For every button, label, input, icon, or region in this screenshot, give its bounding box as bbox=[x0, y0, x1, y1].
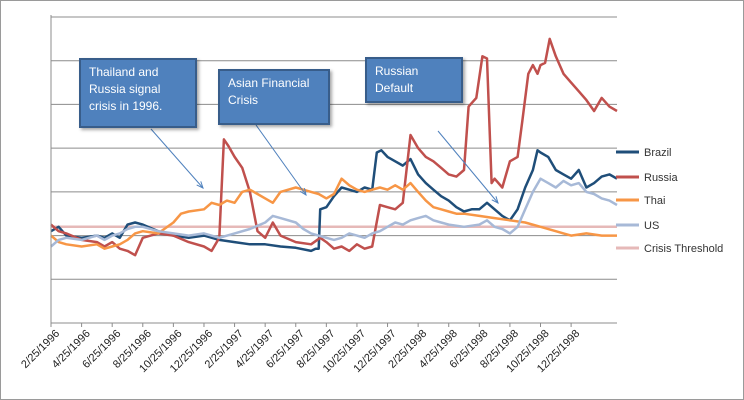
series-line-russia bbox=[50, 37, 618, 257]
callout-asian-financial-crisis: Asian Financial Crisis bbox=[218, 69, 330, 125]
callout-arrows bbox=[150, 124, 499, 204]
callout-line: crisis in 1996. bbox=[89, 99, 163, 113]
callout-line: Crisis bbox=[228, 93, 258, 107]
callout-arrowhead bbox=[299, 188, 307, 197]
legend-item-label: Russia bbox=[644, 172, 679, 184]
callout-russian-default: Russian Default bbox=[365, 57, 463, 103]
legend-item-label: Brazil bbox=[644, 147, 672, 159]
callout-line: Russian bbox=[375, 64, 419, 78]
callout-thailand-russia: Thailand and Russia signal crisis in 199… bbox=[79, 58, 197, 128]
legend: Brazil Russia Thai US Crisis Threshold bbox=[616, 147, 723, 255]
callout-line: Russia signal bbox=[89, 82, 161, 96]
legend-item-label: US bbox=[644, 220, 659, 232]
legend-item-label: Crisis Threshold bbox=[644, 243, 723, 255]
callout-arrowhead bbox=[491, 196, 499, 204]
series-lines bbox=[50, 37, 618, 257]
callout-line: Asian Financial bbox=[228, 76, 310, 90]
series-line-us bbox=[50, 177, 618, 248]
callout-arrow bbox=[255, 124, 307, 196]
callout-line: Default bbox=[375, 81, 414, 95]
callout-arrow bbox=[437, 130, 499, 204]
legend-item-label: Thai bbox=[644, 195, 665, 207]
callout-arrowhead bbox=[196, 181, 204, 189]
series-line-thai bbox=[50, 177, 617, 250]
callout-line: Thailand and bbox=[89, 65, 159, 79]
callout-arrow bbox=[150, 128, 204, 189]
